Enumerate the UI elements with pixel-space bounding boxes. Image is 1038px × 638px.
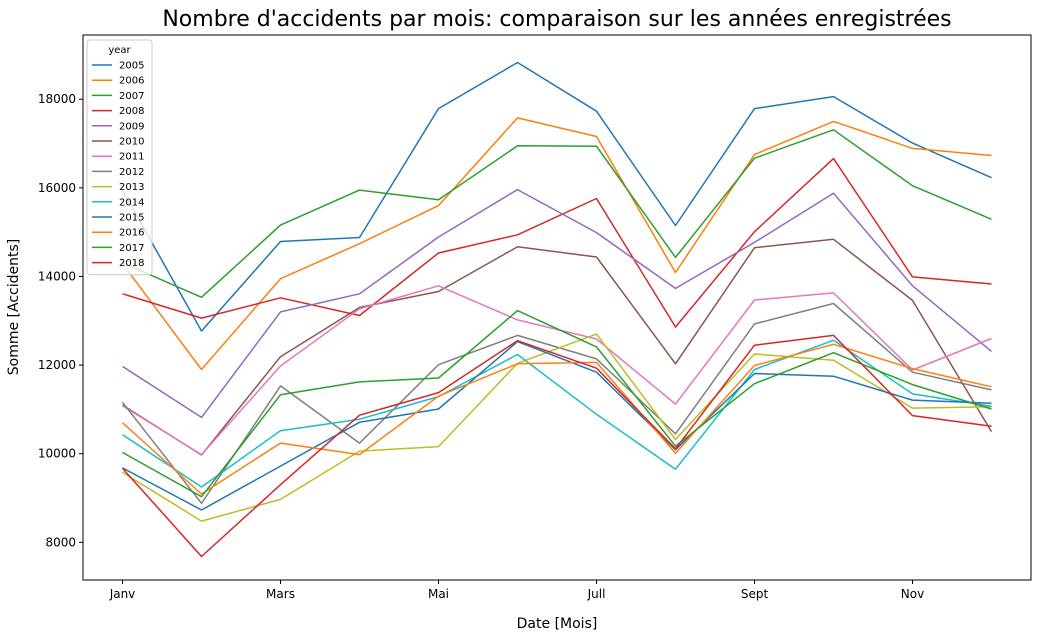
series-line-2006 bbox=[121, 117, 992, 371]
chart-title: Nombre d'accidents par mois: comparaison… bbox=[162, 7, 951, 32]
series-line-2010 bbox=[122, 238, 993, 456]
series-line-2005 bbox=[121, 61, 992, 332]
legend-label-2011: 2011 bbox=[119, 152, 144, 163]
series-line-2009 bbox=[122, 188, 992, 419]
series-line-2015 bbox=[122, 340, 992, 511]
x-tick-label: Jull bbox=[587, 587, 606, 601]
series-line-2012 bbox=[121, 302, 992, 505]
plot-area bbox=[121, 61, 993, 558]
series-line-2008 bbox=[122, 157, 992, 328]
x-tick-label: Janv bbox=[109, 587, 136, 601]
y-tick-label: 18000 bbox=[38, 92, 76, 106]
legend-box bbox=[86, 39, 153, 276]
legend-label-2006: 2006 bbox=[119, 76, 144, 87]
legend: year 2005 2006 2007 2008 2009 2010 2011 2012 2013… bbox=[86, 39, 153, 276]
x-axis-label: Date [Mois] bbox=[517, 616, 598, 632]
legend-label-2007: 2007 bbox=[119, 91, 144, 102]
legend-title: year bbox=[108, 45, 131, 56]
legend-label-2009: 2009 bbox=[119, 121, 144, 132]
legend-label-2018: 2018 bbox=[119, 258, 144, 269]
series-line-2017 bbox=[122, 309, 992, 498]
legend-label-2012: 2012 bbox=[119, 167, 144, 178]
y-tick-label: 14000 bbox=[38, 269, 76, 283]
y-axis-label: Somme [Accidents] bbox=[6, 239, 22, 376]
x-axis: Janv Mars Mai Jull Sept Nov bbox=[109, 580, 924, 601]
legend-label-2015: 2015 bbox=[119, 213, 144, 224]
x-tick-label: Mai bbox=[428, 587, 449, 601]
legend-label-2017: 2017 bbox=[119, 243, 144, 254]
y-axis: 8000 10000 12000 14000 16000 18000 bbox=[38, 92, 83, 549]
series-line-2018 bbox=[121, 334, 992, 558]
plot-frame bbox=[82, 34, 1032, 581]
x-tick-label: Nov bbox=[901, 587, 924, 601]
series-line-2013 bbox=[122, 333, 992, 522]
series-line-2007 bbox=[122, 129, 992, 299]
y-tick-label: 16000 bbox=[38, 181, 76, 195]
legend-label-2016: 2016 bbox=[119, 228, 144, 239]
legend-label-2010: 2010 bbox=[119, 137, 144, 148]
y-tick-label: 10000 bbox=[38, 447, 76, 461]
legend-label-2014: 2014 bbox=[119, 197, 144, 208]
x-tick-label: Sept bbox=[741, 587, 769, 601]
y-tick-label: 12000 bbox=[38, 358, 76, 372]
legend-label-2005: 2005 bbox=[119, 61, 144, 72]
y-tick-label: 8000 bbox=[45, 535, 76, 549]
x-tick-label: Mars bbox=[266, 587, 295, 601]
legend-label-2013: 2013 bbox=[119, 182, 144, 193]
legend-label-2008: 2008 bbox=[119, 106, 144, 117]
